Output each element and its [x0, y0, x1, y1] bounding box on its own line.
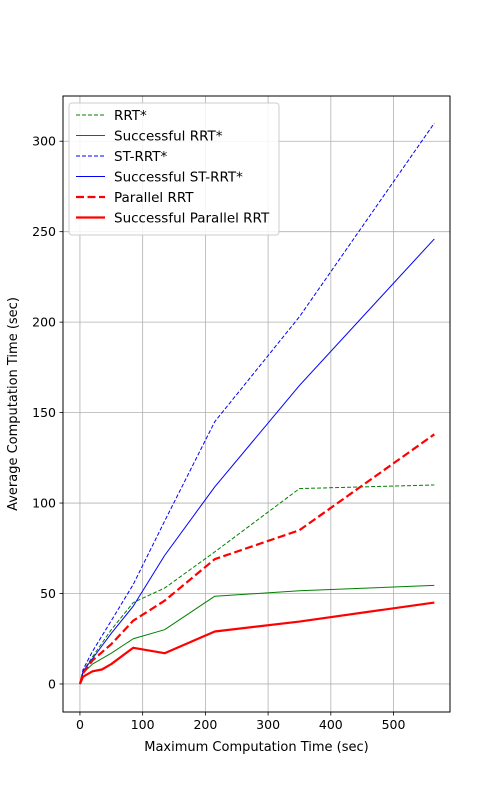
y-tick-label: 0	[48, 676, 56, 691]
y-tick-label: 300	[32, 134, 56, 149]
legend-entry: Successful RRT*	[114, 129, 223, 145]
x-axis-label: Maximum Computation Time (sec)	[144, 740, 368, 755]
legend-entry: Successful Parallel RRT	[114, 211, 270, 227]
legend: RRT* Successful RRT* ST-RRT* Successful ST-…	[68, 102, 280, 236]
series-line-4	[78, 433, 435, 685]
y-tick-label: 250	[32, 224, 56, 239]
x-tick-label: 200	[193, 717, 217, 732]
x-tick-label: 400	[319, 717, 343, 732]
legend-entry: RRT*	[114, 108, 147, 124]
series-line-2	[79, 122, 435, 685]
legend-entry: Successful ST-RRT*	[114, 170, 243, 186]
axis-ticks: 0 100 200 300 400 500 0 50 100 150 200 250 300	[32, 134, 405, 732]
x-tick-label: 100	[131, 717, 155, 732]
legend-entry: Parallel RRT	[114, 190, 194, 206]
x-tick-label: 500	[382, 717, 406, 732]
y-axis-label: Average Computation Time (sec)	[6, 297, 21, 511]
series-lines	[78, 122, 435, 685]
x-tick-label: 0	[76, 717, 84, 732]
x-tick-label: 300	[256, 717, 280, 732]
y-tick-label: 100	[32, 496, 56, 511]
legend-entry: ST-RRT*	[114, 149, 167, 165]
legend-box	[68, 102, 280, 236]
y-tick-label: 200	[32, 315, 56, 330]
series-line-5	[78, 601, 435, 685]
y-tick-label: 150	[32, 405, 56, 420]
y-tick-label: 50	[40, 586, 56, 601]
plot-frame	[62, 95, 451, 713]
